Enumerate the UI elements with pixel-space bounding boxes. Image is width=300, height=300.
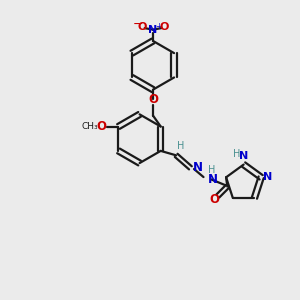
Text: O: O <box>210 193 220 206</box>
Text: +: + <box>155 22 162 31</box>
Text: O: O <box>96 120 106 133</box>
Text: N: N <box>148 25 158 34</box>
Text: O: O <box>148 93 158 106</box>
Text: N: N <box>239 151 248 161</box>
Text: O: O <box>159 22 169 32</box>
Text: N: N <box>262 172 272 182</box>
Text: H: H <box>177 141 184 151</box>
Text: H: H <box>233 149 241 159</box>
Text: O: O <box>138 22 147 32</box>
Text: N: N <box>208 173 218 186</box>
Text: CH₃: CH₃ <box>81 122 98 131</box>
Text: −: − <box>133 18 143 32</box>
Text: H: H <box>208 165 216 175</box>
Text: N: N <box>193 161 203 174</box>
